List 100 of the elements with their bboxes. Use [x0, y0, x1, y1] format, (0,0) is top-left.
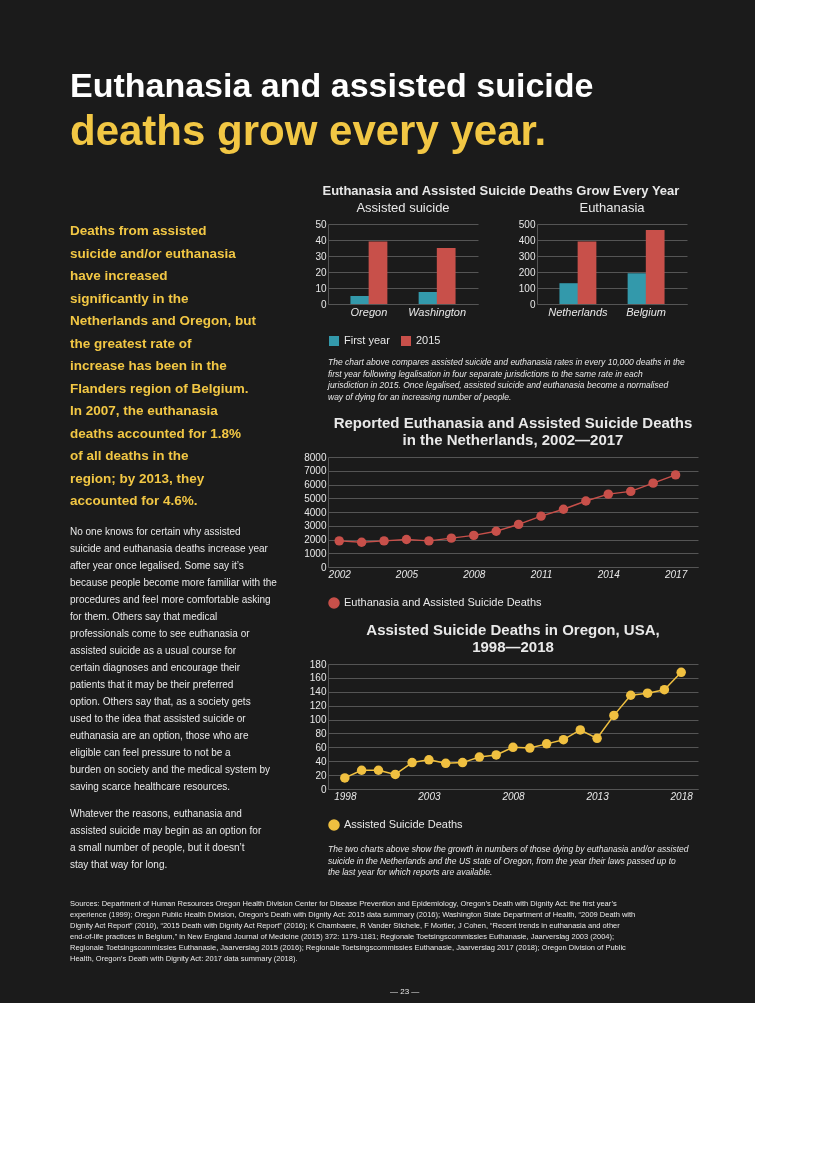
x-tick-label: Belgium	[626, 305, 666, 318]
y-tick-label: 4000	[304, 506, 327, 518]
y-tick-label: 3000	[304, 520, 327, 532]
chart-subtitle: Assisted suicide	[356, 200, 450, 215]
point	[592, 733, 602, 744]
point	[474, 752, 485, 762]
x-tick-label: 2011	[529, 568, 553, 580]
point	[424, 755, 434, 765]
point	[609, 710, 619, 721]
y-tick-label: 2000	[304, 534, 327, 545]
y-tick-label: 120	[309, 700, 327, 712]
point	[558, 504, 569, 514]
chart-subtitle: Euthanasia	[579, 200, 646, 215]
point	[469, 530, 479, 541]
point	[536, 511, 546, 521]
x-tick-label: 2005	[394, 568, 419, 580]
text: — 23 —	[390, 987, 420, 996]
y-tick-label: 30	[315, 250, 327, 262]
y-tick-label: 160	[309, 672, 327, 684]
x-tick-label: Netherlands	[548, 305, 609, 318]
legend-label: Assisted Suicide Deaths	[344, 818, 464, 830]
point	[659, 684, 670, 695]
bar	[577, 241, 597, 304]
y-tick-label: 20	[315, 266, 327, 278]
chart-title: Assisted Suicide Deaths in Oregon, USA, 1998—2018	[366, 621, 660, 655]
y-tick-label: 100	[309, 714, 327, 726]
y-tick-label: 100	[518, 282, 536, 294]
point	[558, 734, 569, 745]
bar	[350, 296, 370, 304]
x-tick-label: 2008	[501, 790, 526, 802]
x-tick-label: 2003	[417, 790, 441, 802]
chart-title: Euthanasia and Assisted Suicide Deaths Grow Every Year	[322, 183, 680, 198]
point	[642, 688, 653, 698]
bar	[436, 248, 456, 304]
legend-label: 2015	[416, 334, 441, 346]
point	[379, 536, 389, 546]
point	[457, 757, 468, 768]
y-tick-label: 0	[320, 783, 327, 795]
legend-label: Euthanasia and Assisted Suicide Deaths	[344, 596, 543, 608]
text: deaths grow every year.	[70, 107, 547, 154]
x-tick-label: Washington	[408, 305, 467, 318]
point	[401, 534, 412, 545]
y-tick-label: 140	[309, 686, 327, 698]
y-tick-label: 10	[315, 282, 327, 294]
y-tick-label: 8000	[304, 451, 327, 463]
y-tick-label: 400	[518, 234, 536, 246]
y-tick-label: 200	[518, 266, 536, 278]
y-tick-label: 5000	[304, 492, 327, 504]
point	[356, 537, 367, 547]
y-tick-label: 1000	[304, 547, 327, 559]
point	[340, 773, 350, 783]
text: The chart above compares assisted suicide and euthanasia rates in every 10,000 deaths in the first year following legalisation in four separate jurisdictions to the same rate in each jurisdiction in 2015. Once legalised, assisted suicide and euthanasia become a normalised way of dying for an increasing number of people.	[327, 357, 686, 402]
point	[356, 765, 367, 775]
y-tick-label: 40	[315, 234, 327, 246]
y-tick-label: 60	[315, 741, 327, 753]
point	[525, 743, 535, 753]
chart-title: Reported Euthanasia and Assisted Suicide Deaths in the Netherlands, 2002—2017	[333, 414, 693, 448]
y-tick-label: 0	[320, 561, 327, 573]
point	[625, 690, 636, 700]
legend-label: First year	[344, 334, 391, 346]
point	[648, 478, 658, 488]
point	[508, 742, 518, 753]
point	[513, 519, 524, 530]
point	[440, 758, 451, 769]
x-tick-label: 2002	[327, 568, 352, 580]
point	[390, 769, 401, 780]
bar	[559, 283, 579, 304]
x-tick-label: 2013	[585, 790, 610, 802]
point	[334, 536, 344, 546]
y-tick-label: 80	[315, 727, 327, 739]
text: No one knows for certain why assisted suicide and euthanasia deaths increase year after year once legalised. Some say it’s because people become more familiar with the procedures and feel more comfortable asking for them. Others say that medical professionals come to see euthanasia or assisted suicide as a usual course for certain diagnoses and encourage their patients that it may be their preferred option. Others say that, as a society gets used to the idea that assisted suicide or euthanasia are an option, those who are eligible can feel pressure to not be a burden on society and the medical system by saving scarce healthcare resources.	[70, 525, 277, 792]
point	[541, 739, 552, 749]
bar	[627, 273, 647, 304]
x-tick-label: 2008	[462, 568, 486, 580]
point	[575, 725, 586, 735]
y-tick-label: 20	[315, 769, 327, 781]
y-tick-label: 7000	[304, 465, 327, 477]
point	[581, 496, 591, 506]
y-tick-label: 0	[320, 298, 327, 310]
y-tick-label: 300	[518, 250, 536, 262]
text: Euthanasia and assisted suicide	[70, 66, 594, 104]
y-tick-label: 6000	[304, 479, 327, 490]
y-tick-label: 50	[315, 218, 327, 230]
x-tick-label: 2017	[663, 568, 688, 580]
bar	[418, 292, 438, 304]
point	[491, 750, 501, 760]
x-tick-label: 2018	[669, 790, 694, 802]
text: Whatever the reasons, euthanasia and assisted suicide may begin as an option for a small number of people, but it doesn’t stay that way for long.	[70, 807, 262, 870]
point	[491, 526, 501, 536]
y-tick-label: 40	[315, 755, 327, 767]
bar	[368, 241, 388, 304]
point	[603, 489, 614, 499]
x-tick-label: Oregon	[350, 305, 388, 318]
point	[676, 667, 686, 678]
point	[424, 536, 434, 546]
point	[373, 765, 384, 775]
x-tick-label: 2014	[596, 568, 621, 580]
y-tick-label: 500	[518, 218, 536, 230]
y-tick-label: 0	[529, 298, 536, 310]
point	[670, 470, 681, 480]
